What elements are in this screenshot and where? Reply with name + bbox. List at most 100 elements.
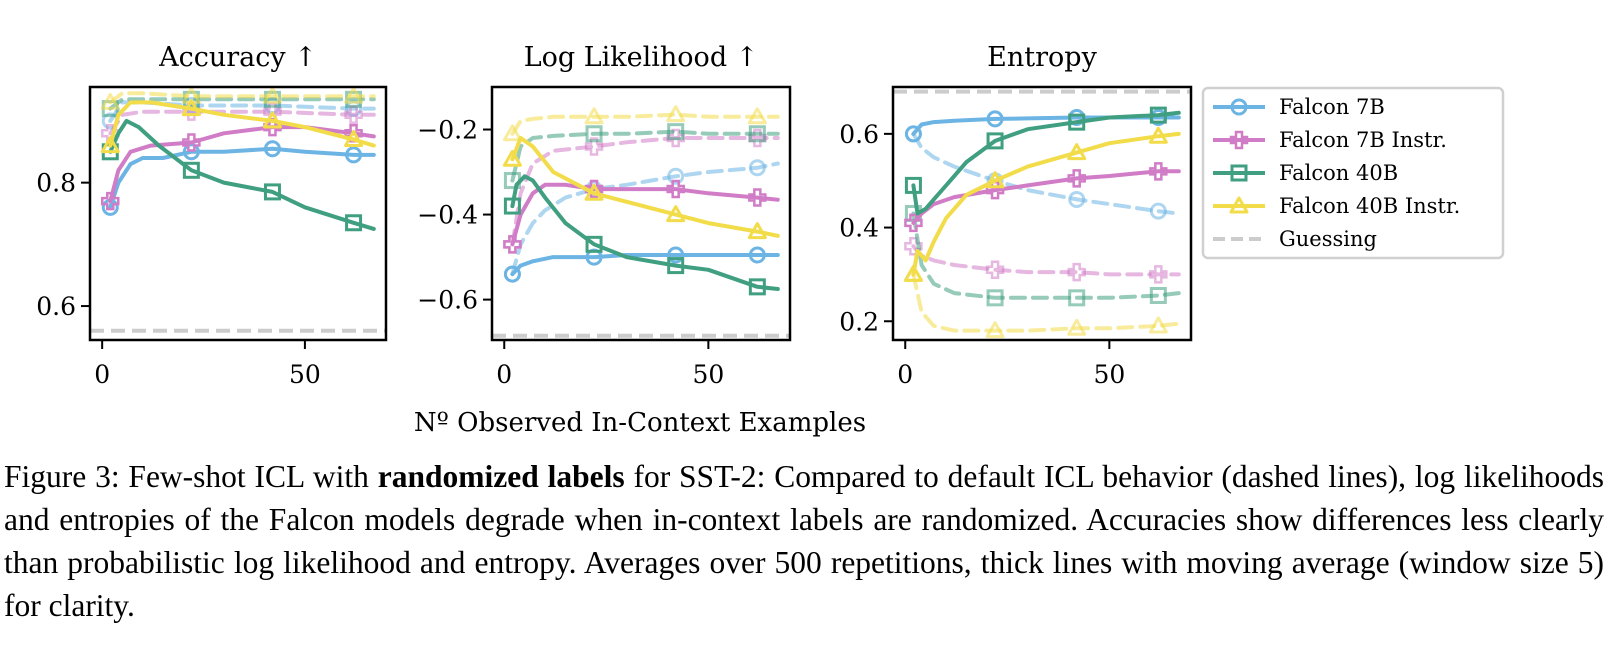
- series-marker: [502, 149, 522, 167]
- solid-series-line: [510, 136, 780, 238]
- caption-bold: randomized labels: [377, 459, 625, 494]
- series-marker: [748, 125, 766, 143]
- series-marker: [667, 257, 685, 275]
- panel-title: Accuracy ↑: [158, 42, 317, 73]
- series-marker: [502, 124, 522, 142]
- series-marker: [1068, 289, 1086, 307]
- series-marker: [985, 171, 1005, 189]
- legend-marker: [1230, 98, 1248, 116]
- figure-panels: Accuracy ↑ 0 50 0.6 0.8 Log Likelihood ↑ 0 50 −0…: [36, 42, 1505, 438]
- series-marker: [584, 107, 604, 125]
- series-marker: [263, 183, 281, 201]
- panel-title: Log Likelihood ↑: [524, 42, 759, 73]
- chart-panel-2: Log Likelihood ↑ 0 50 −0.6 −0.4 −0.2: [417, 42, 792, 389]
- axes-frame: [88, 85, 388, 342]
- legend: Falcon 7B Falcon 7B Instr. Falcon 40B Falco…: [1201, 86, 1505, 260]
- series-marker: [666, 205, 686, 223]
- series-marker: [585, 235, 603, 253]
- series-marker: [503, 197, 521, 215]
- solid-series-line: [911, 110, 1181, 216]
- panel-title: Entropy: [987, 42, 1097, 73]
- legend-marker: [1229, 130, 1249, 150]
- series-marker: [748, 188, 767, 207]
- chart-panel-1: Accuracy ↑ 0 50 0.6 0.8: [36, 42, 388, 389]
- series-marker: [182, 161, 200, 179]
- dashed-series-line: [510, 112, 780, 136]
- x-tick-label: 0: [897, 360, 913, 389]
- caption-label: Figure 3:: [4, 459, 120, 494]
- y-tick-label: −0.4: [417, 201, 478, 230]
- series-marker: [1067, 318, 1087, 336]
- legend-entry: Guessing: [1213, 227, 1377, 251]
- series-marker: [503, 235, 522, 254]
- series-marker: [667, 246, 685, 264]
- y-tick-label: 0.6: [839, 120, 879, 149]
- series-marker: [345, 214, 363, 232]
- series-marker: [1149, 106, 1167, 124]
- solid-series-line: [108, 118, 376, 231]
- plot-area: [893, 89, 1191, 339]
- legend-marker: [1230, 164, 1248, 182]
- chart-panel-3: Entropy 0 50 0.2 0.4 0.6: [839, 42, 1193, 389]
- plot-area: [90, 87, 386, 333]
- series-marker: [748, 246, 766, 264]
- y-tick-label: −0.6: [417, 286, 478, 315]
- series-marker: [748, 278, 766, 296]
- series-marker: [182, 143, 200, 161]
- series-marker: [904, 213, 923, 233]
- series-marker: [182, 133, 201, 152]
- legend-label: Guessing: [1279, 227, 1377, 251]
- y-tick-label: 0.6: [36, 292, 76, 321]
- y-tick-label: −0.2: [417, 116, 478, 145]
- solid-series-line: [911, 131, 1181, 277]
- solid-series-line: [108, 125, 376, 204]
- solid-series-line: [108, 146, 376, 210]
- series-marker: [1067, 169, 1086, 188]
- series-marker: [344, 105, 363, 125]
- series-marker: [667, 123, 685, 141]
- legend-entry: Falcon 40B Instr.: [1213, 194, 1460, 218]
- series-marker: [262, 111, 282, 129]
- series-marker: [585, 125, 603, 143]
- series-marker: [344, 129, 364, 147]
- series-marker: [986, 110, 1004, 128]
- y-tick-label: 0.4: [839, 214, 879, 243]
- series-marker: [181, 99, 201, 117]
- x-tick-label: 50: [692, 360, 724, 389]
- legend-entry: Falcon 7B Instr.: [1213, 128, 1447, 152]
- series-marker: [748, 159, 766, 177]
- series-marker: [1148, 316, 1168, 334]
- series-marker: [747, 107, 767, 125]
- series-marker: [667, 167, 685, 185]
- series-marker: [345, 146, 363, 164]
- solid-series-line: [510, 174, 780, 291]
- series-marker: [985, 321, 1005, 339]
- series-marker: [986, 289, 1004, 307]
- legend-entry: Falcon 40B: [1213, 161, 1398, 185]
- legend-label: Falcon 40B Instr.: [1279, 194, 1460, 218]
- series-marker: [1067, 143, 1087, 161]
- series-marker: [1149, 202, 1167, 220]
- series-marker: [584, 183, 604, 201]
- solid-series-line: [510, 182, 780, 247]
- dashed-series-line: [108, 91, 376, 105]
- legend-label: Falcon 7B: [1279, 95, 1385, 119]
- series-marker: [1068, 113, 1086, 131]
- legend-marker: [1229, 196, 1249, 214]
- series-marker: [100, 136, 120, 154]
- series-marker: [747, 222, 767, 240]
- series-marker: [1149, 162, 1168, 181]
- series-marker: [1068, 190, 1086, 208]
- x-tick-label: 0: [94, 360, 110, 389]
- x-tick-label: 0: [496, 360, 512, 389]
- plot-area: [492, 105, 790, 338]
- dashed-series-line: [510, 161, 780, 277]
- series-marker: [985, 260, 1005, 279]
- dashed-series-line: [911, 272, 1181, 333]
- shared-x-label: Nº Observed In-Context Examples: [414, 408, 866, 438]
- series-marker: [584, 179, 604, 199]
- series-marker: [263, 140, 281, 158]
- series-marker: [666, 105, 686, 123]
- series-marker: [1149, 286, 1167, 304]
- series-marker: [584, 137, 604, 156]
